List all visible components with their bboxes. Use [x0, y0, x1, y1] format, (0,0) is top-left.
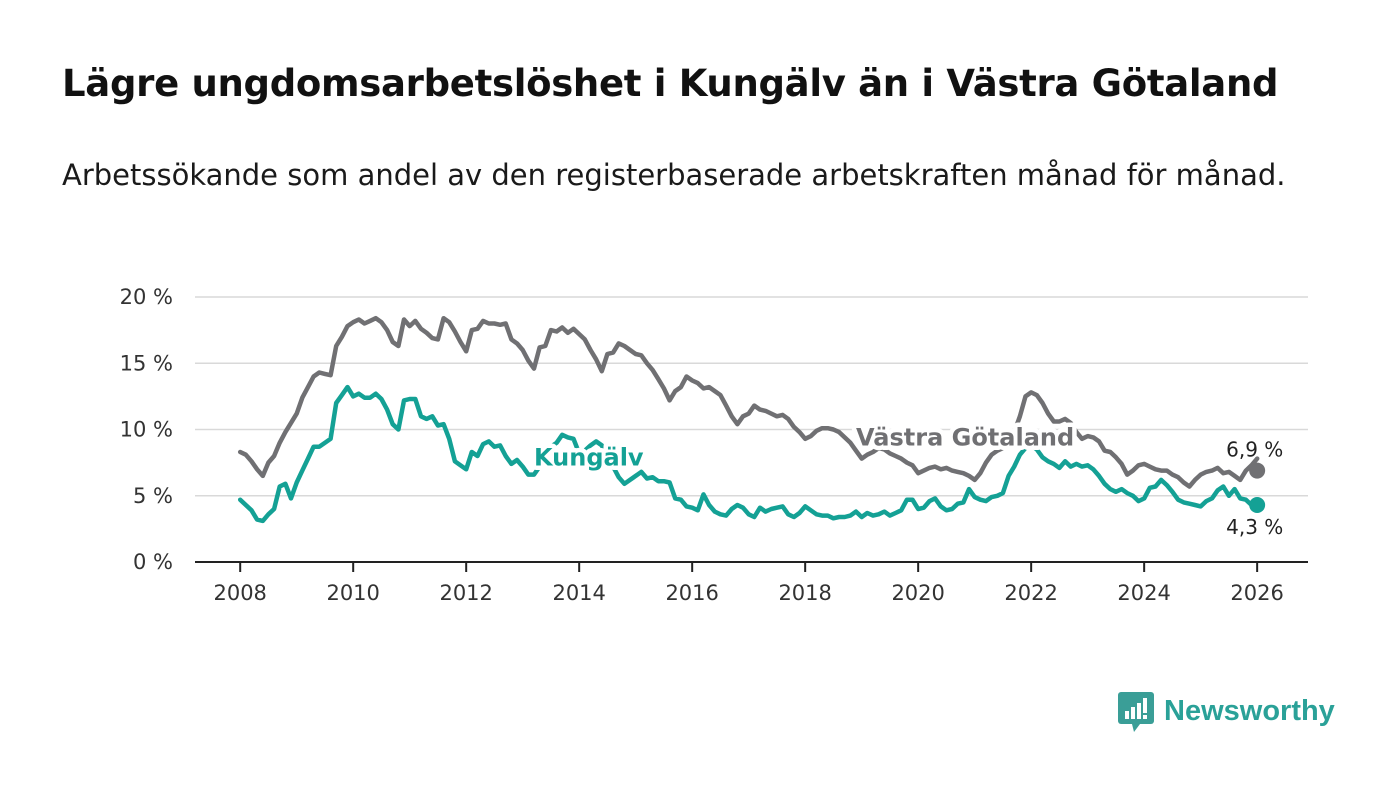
- y-tick-label: 15 %: [120, 351, 173, 375]
- y-tick-label: 0 %: [133, 550, 173, 574]
- y-axis-labels: 0 % 5 % 10 % 15 % 20 %: [120, 285, 173, 574]
- x-tick-label: 2018: [778, 581, 831, 605]
- logo-text: Newsworthy: [1164, 694, 1335, 727]
- end-marker-v-stra-g-taland: [1249, 462, 1266, 479]
- x-tick-label: 2010: [326, 581, 379, 605]
- x-tick-label: 2024: [1117, 581, 1170, 605]
- x-tick-label: 2016: [665, 581, 718, 605]
- x-tick-label: 2008: [213, 581, 266, 605]
- x-tick-label: 2012: [439, 581, 492, 605]
- y-tick-label: 5 %: [133, 484, 173, 508]
- y-tick-label: 10 %: [120, 418, 173, 442]
- x-tick-label: 2022: [1004, 581, 1057, 605]
- series-line-v-stra-g-taland: [237, 315, 1260, 489]
- series-label-kung-lv: Kungälv: [534, 443, 644, 471]
- end-value-label-kung-lv: 4,3 %: [1226, 515, 1283, 539]
- series-label-halo-kung-lv: Kungälv: [534, 443, 644, 471]
- series-label-halo-v-stra-g-taland: Västra Götaland: [856, 423, 1074, 451]
- y-tick-label: 20 %: [120, 285, 173, 309]
- bar-chart-speech-bubble-icon: [1118, 692, 1154, 732]
- series-lines: [237, 315, 1260, 524]
- x-tick-label: 2026: [1230, 581, 1283, 605]
- gridlines: [195, 296, 1308, 497]
- chart-subtitle: Arbetssökande som andel av den registerb…: [62, 158, 1286, 192]
- end-value-label-v-stra-g-taland: 6,9 %: [1226, 438, 1283, 462]
- series-label-v-stra-g-taland: Västra Götaland: [856, 423, 1074, 451]
- x-axis: 2008 2010 2012 2014 2016 2018 2020 2022 2024 2026: [195, 561, 1308, 605]
- x-tick-label: 2020: [891, 581, 944, 605]
- chart-title: Lägre ungdomsarbetslöshet i Kungälv än i…: [62, 62, 1279, 105]
- newsworthy-logo: Newsworthy: [1118, 688, 1335, 734]
- end-marker-kung-lv: [1249, 497, 1266, 514]
- series-line-kung-lv: [237, 384, 1260, 524]
- x-tick-label: 2014: [552, 581, 605, 605]
